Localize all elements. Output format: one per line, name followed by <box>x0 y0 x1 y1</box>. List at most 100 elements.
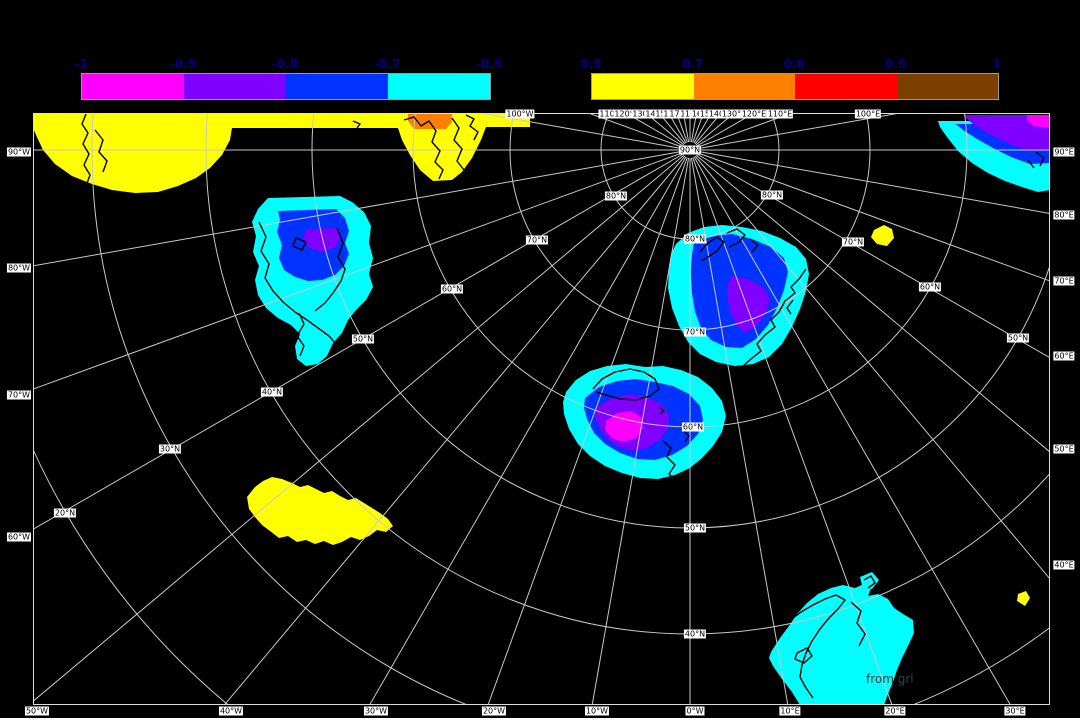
gridline-meridian <box>223 155 686 705</box>
colorbar-tick: 0.5 <box>580 57 602 71</box>
colorbar-segment-yellow <box>592 74 694 99</box>
geo-label: 70°E <box>1053 276 1075 286</box>
gridline-meridian <box>696 153 1050 359</box>
gridline-meridian <box>33 153 684 530</box>
blob-hudson-bay-blob <box>303 228 341 252</box>
geo-label: 70°W <box>6 390 32 400</box>
coastline-scandinavia-blob <box>742 268 807 367</box>
geo-label: 80°N <box>760 190 784 200</box>
colorbar-negative <box>81 73 491 100</box>
blob-iceland-uk-blob <box>605 411 643 442</box>
geo-label: 60°N <box>681 422 705 432</box>
blob-canada-greenland-yellow-band <box>33 113 530 193</box>
coastline-arctic-right-blob <box>1027 159 1035 169</box>
coastline-mediterranean-blob <box>863 575 876 589</box>
coastline-hudson-bay-blob <box>296 312 305 357</box>
colorbar-tick: -0.7 <box>373 57 401 71</box>
coastline-mediterranean-blob <box>788 594 846 699</box>
gridline-meridian <box>693 156 1012 705</box>
geo-label: 10°E <box>779 706 801 716</box>
geo-label: 80°N <box>683 234 707 244</box>
gridline-meridian <box>695 154 1050 453</box>
colorbar-tick: 0.7 <box>681 57 704 71</box>
colorbar-tick: -0.5 <box>475 57 503 71</box>
geo-label: 80°E <box>1053 210 1075 220</box>
gridline-meridian <box>697 150 1050 214</box>
coastline-iceland-uk-blob <box>682 429 690 443</box>
coastline-canada-greenland-yellow-band <box>465 114 479 141</box>
colorbar-tick: 0.8 <box>783 57 805 71</box>
coastline-mediterranean-blob <box>794 647 813 664</box>
geo-label: 20°N <box>53 508 77 518</box>
coastline-canada-greenland-yellow-band <box>403 116 444 180</box>
geo-label: 80°N <box>604 191 628 201</box>
geo-label: 40°N <box>683 629 707 639</box>
geo-label: 110°E <box>766 109 794 119</box>
blob-atlantic-yellow-blob <box>247 477 393 545</box>
geo-label: 40°W <box>218 706 244 716</box>
map-frame <box>33 113 1050 705</box>
coastline-hudson-bay-blob <box>292 237 307 251</box>
coastline-canada-greenland-yellow-band <box>94 129 108 173</box>
coastline-hudson-bay-blob <box>314 227 346 312</box>
colorbar-tick: -0.8 <box>271 57 299 71</box>
geo-label: 30°N <box>158 444 182 454</box>
colorbar-tick: -0.9 <box>169 57 197 71</box>
coastline-canada-greenland-yellow-band <box>352 120 361 129</box>
colorbar-segment-purple <box>184 74 286 99</box>
geo-label: 20°W <box>481 706 507 716</box>
gridline-meridian <box>591 157 690 705</box>
geo-label: 30°W <box>363 706 389 716</box>
coastline-canada-greenland-yellow-band <box>81 113 91 187</box>
geo-label: 50°N <box>351 334 375 344</box>
blob-mediterranean-blob <box>860 572 879 589</box>
gridline-meridian <box>33 150 683 267</box>
gridline-meridian <box>33 154 685 702</box>
coastline-hudson-bay-blob <box>258 221 338 346</box>
geo-label: 90°E <box>1053 147 1075 157</box>
colorbar-tick: 0.9 <box>884 57 907 71</box>
coastline-scandinavia-blob <box>726 228 746 248</box>
geo-label: 60°W <box>6 532 32 542</box>
gridline-meridian <box>694 155 1050 580</box>
gridline-meridian <box>692 157 893 705</box>
geo-label: 30°E <box>1004 706 1026 716</box>
geo-label: 90°W <box>6 147 32 157</box>
geo-label: 60°N <box>440 284 464 294</box>
colorbar-segment-red <box>795 74 897 99</box>
geo-label: 40°E <box>1053 560 1075 570</box>
geo-label: 20°E <box>884 706 906 716</box>
geo-label: 120°W <box>613 109 643 119</box>
geo-label: 70°N <box>841 237 865 247</box>
geo-label: 60°E <box>1053 351 1075 361</box>
blob-arctic-right-blob <box>1027 115 1050 128</box>
geo-label: 50°N <box>1006 333 1030 343</box>
coastline-arctic-right-blob <box>1035 151 1045 167</box>
geo-label: 90°N <box>678 145 702 155</box>
geo-label: 70°N <box>525 235 549 245</box>
colorbar-tick: -1 <box>74 57 88 71</box>
geo-label: 50°W <box>24 706 50 716</box>
gridline-meridian <box>697 152 1050 282</box>
coastline-mediterranean-blob <box>850 601 866 647</box>
coastline-scandinavia-blob <box>786 299 794 315</box>
blob-mediterranean-blob <box>769 584 914 705</box>
colorbar-segment-orange <box>693 74 795 99</box>
colorbar-segment-brown <box>896 74 998 99</box>
geo-label: 60°N <box>918 282 942 292</box>
gridline-meridian <box>690 157 789 705</box>
blob-scandinavia-blob <box>727 276 770 333</box>
coastline-iceland-uk-blob <box>662 440 677 482</box>
geo-label: 80°W <box>6 263 32 273</box>
coastline-scandinavia-blob <box>749 238 759 253</box>
geo-label: 120°E <box>740 109 768 119</box>
geo-label: 110°W <box>598 109 628 119</box>
coastline-iceland-uk-blob <box>658 406 665 415</box>
blob-arctic-right-blob <box>963 115 1050 151</box>
gridline-meridian <box>33 152 683 390</box>
colorbar-tick: 1 <box>992 57 1002 71</box>
geo-label: 100°W <box>505 109 535 119</box>
geo-label: 100°E <box>854 109 882 119</box>
coastline-canada-greenland-yellow-band <box>451 117 465 171</box>
